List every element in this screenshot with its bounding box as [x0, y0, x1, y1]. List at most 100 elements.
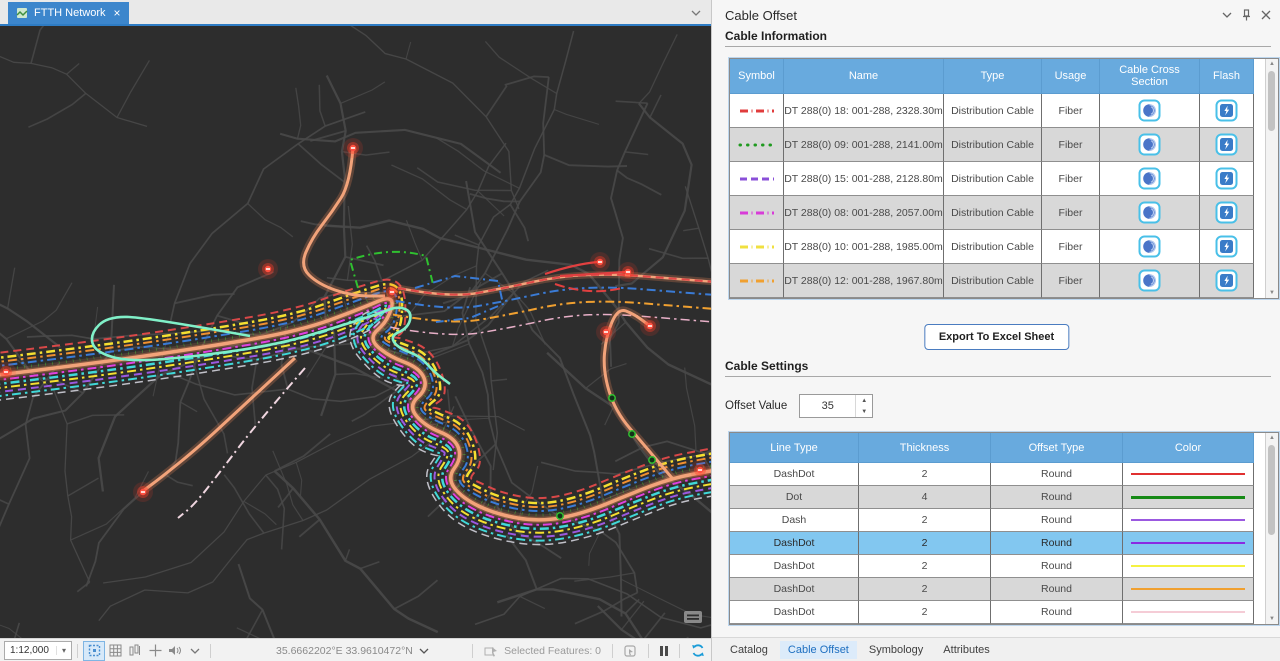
cable-cross-section-cell[interactable]	[1100, 264, 1200, 298]
cable-name-cell: DT 288(0) 10: 001-288, 1985.00m	[784, 230, 944, 264]
table-scrollbar[interactable]: ▲ ▼	[1265, 433, 1278, 624]
color-cell	[1123, 486, 1254, 509]
panel-chevron-down-icon[interactable]	[1222, 11, 1232, 19]
cable-flash-cell[interactable]	[1200, 196, 1254, 230]
settings-table-row[interactable]: Dash 2 Round	[730, 509, 1266, 532]
settings-table-row[interactable]: DashDot 2 Round	[730, 601, 1266, 624]
cable-cross-section-cell[interactable]	[1100, 128, 1200, 162]
line-type-cell: DashDot	[730, 463, 859, 486]
cable-cross-section-icon[interactable]	[1138, 235, 1161, 258]
refresh-icon[interactable]	[691, 644, 705, 657]
flash-icon[interactable]	[1215, 235, 1238, 258]
cable-settings-heading: Cable Settings	[725, 359, 809, 373]
cable-usage-cell: Fiber	[1042, 162, 1100, 196]
flash-icon[interactable]	[1215, 167, 1238, 190]
line-type-cell: DashDot	[730, 601, 859, 624]
flash-icon[interactable]	[1215, 99, 1238, 122]
flash-icon[interactable]	[1215, 201, 1238, 224]
pause-drawing-icon[interactable]	[660, 645, 668, 656]
audio-feedback-icon[interactable]	[165, 642, 185, 660]
settings-table-row[interactable]: Dot 4 Round	[730, 486, 1266, 509]
scroll-up-icon[interactable]: ▲	[1269, 61, 1275, 67]
dock-tab-attributes[interactable]: Attributes	[943, 643, 990, 656]
cable-flash-cell[interactable]	[1200, 128, 1254, 162]
map-tab-close-icon[interactable]: ×	[113, 6, 121, 20]
cable-cross-section-icon[interactable]	[1138, 99, 1161, 122]
cable-cross-section-cell[interactable]	[1100, 230, 1200, 264]
cable-cross-section-icon[interactable]	[1138, 167, 1161, 190]
spinner-up-icon[interactable]: ▲	[861, 397, 868, 404]
scale-dropdown[interactable]: 1:12,000 ▾	[4, 641, 72, 660]
color-cell	[1123, 578, 1254, 601]
dock-tab-cable-offset[interactable]: Cable Offset	[779, 640, 857, 659]
export-to-excel-button[interactable]: Export To Excel Sheet	[923, 324, 1070, 350]
cable-symbol-swatch	[738, 143, 775, 146]
settings-table-row[interactable]: DashDot 2 Round	[730, 463, 1266, 486]
grid-icon[interactable]	[105, 642, 125, 660]
crosshair-icon[interactable]	[145, 642, 165, 660]
coordinates-value: 35.6662202°E 33.9610472°N	[276, 644, 413, 657]
spinner-buttons[interactable]: ▲ ▼	[855, 395, 872, 417]
thickness-cell: 2	[859, 555, 991, 578]
cable-table-row[interactable]: DT 288(0) 18: 001-288, 2328.30m Distribut…	[730, 94, 1266, 128]
line-type-cell: DashDot	[730, 532, 859, 555]
map-view-tab[interactable]: FTTH Network ×	[8, 2, 129, 24]
table-scrollbar[interactable]: ▲ ▼	[1265, 59, 1278, 298]
snapping-toggle-icon[interactable]	[83, 640, 105, 661]
divider	[77, 643, 78, 658]
scroll-down-icon[interactable]: ▼	[1269, 616, 1275, 622]
flash-icon[interactable]	[1215, 269, 1238, 292]
cable-table-row[interactable]: DT 288(0) 09: 001-288, 2141.00m Distribut…	[730, 128, 1266, 162]
scroll-up-icon[interactable]: ▲	[1269, 435, 1275, 441]
settings-table-row-selected[interactable]: DashDot 2 Round	[730, 532, 1266, 555]
panel-close-icon[interactable]	[1261, 10, 1271, 20]
statusbar-chevron-icon[interactable]	[185, 642, 205, 660]
cable-flash-cell[interactable]	[1200, 162, 1254, 196]
cable-table-row[interactable]: DT 288(0) 10: 001-288, 1985.00m Distribut…	[730, 230, 1266, 264]
cable-symbol-cell	[730, 264, 784, 298]
settings-table-row[interactable]: DashDot 2 Round	[730, 555, 1266, 578]
thickness-cell: 2	[859, 509, 991, 532]
divider	[472, 643, 474, 658]
cable-table-row[interactable]: DT 288(0) 15: 001-288, 2128.80m Distribut…	[730, 162, 1266, 196]
offset-value-label: Offset Value	[725, 400, 788, 412]
spinner-down-icon[interactable]: ▼	[861, 408, 868, 415]
cable-table-row[interactable]: DT 288(0) 12: 001-288, 1967.80m Distribut…	[730, 264, 1266, 298]
cable-name-cell: DT 288(0) 15: 001-288, 2128.80m	[784, 162, 944, 196]
cable-cross-section-cell[interactable]	[1100, 196, 1200, 230]
flash-icon[interactable]	[1215, 133, 1238, 156]
tab-overflow-chevron-icon[interactable]	[691, 4, 701, 22]
layout-guides-icon[interactable]	[125, 642, 145, 660]
scroll-thumb[interactable]	[1268, 445, 1275, 535]
cable-table-header-type: Type	[944, 59, 1042, 94]
scroll-thumb[interactable]	[1268, 71, 1275, 131]
cable-flash-cell[interactable]	[1200, 230, 1254, 264]
cable-cross-section-cell[interactable]	[1100, 94, 1200, 128]
offset-value-input[interactable]: 35	[821, 400, 834, 412]
panel-pin-icon[interactable]	[1242, 9, 1251, 21]
dock-tab-catalog[interactable]: Catalog	[730, 643, 768, 656]
settings-header-thickness: Thickness	[859, 433, 991, 463]
cable-table-row[interactable]: DT 288(0) 08: 001-288, 2057.00m Distribut…	[730, 196, 1266, 230]
cable-offset-panel: Cable Offset Cable Information Symbol Nam…	[711, 0, 1280, 661]
cable-cross-section-cell[interactable]	[1100, 162, 1200, 196]
map-canvas[interactable]	[0, 26, 711, 638]
cable-cross-section-icon[interactable]	[1138, 201, 1161, 224]
cable-flash-cell[interactable]	[1200, 94, 1254, 128]
coordinates-readout[interactable]: 35.6662202°E 33.9610472°N	[276, 645, 429, 657]
thickness-cell: 2	[859, 578, 991, 601]
offset-type-cell: Round	[991, 578, 1123, 601]
select-tool-icon[interactable]	[624, 644, 637, 657]
thickness-cell: 2	[859, 532, 991, 555]
cable-table-header-usage: Usage	[1042, 59, 1100, 94]
offset-value-spinner[interactable]: 35 ▲ ▼	[799, 394, 874, 418]
settings-table-row[interactable]: DashDot 2 Round	[730, 578, 1266, 601]
cable-cross-section-icon[interactable]	[1138, 269, 1161, 292]
scroll-down-icon[interactable]: ▼	[1269, 290, 1275, 296]
settings-header-offset-type: Offset Type	[991, 433, 1123, 463]
cable-flash-cell[interactable]	[1200, 264, 1254, 298]
map-notification-icon[interactable]	[683, 609, 703, 630]
cable-cross-section-icon[interactable]	[1138, 133, 1161, 156]
dock-tab-symbology[interactable]: Symbology	[868, 643, 924, 656]
line-type-cell: Dot	[730, 486, 859, 509]
